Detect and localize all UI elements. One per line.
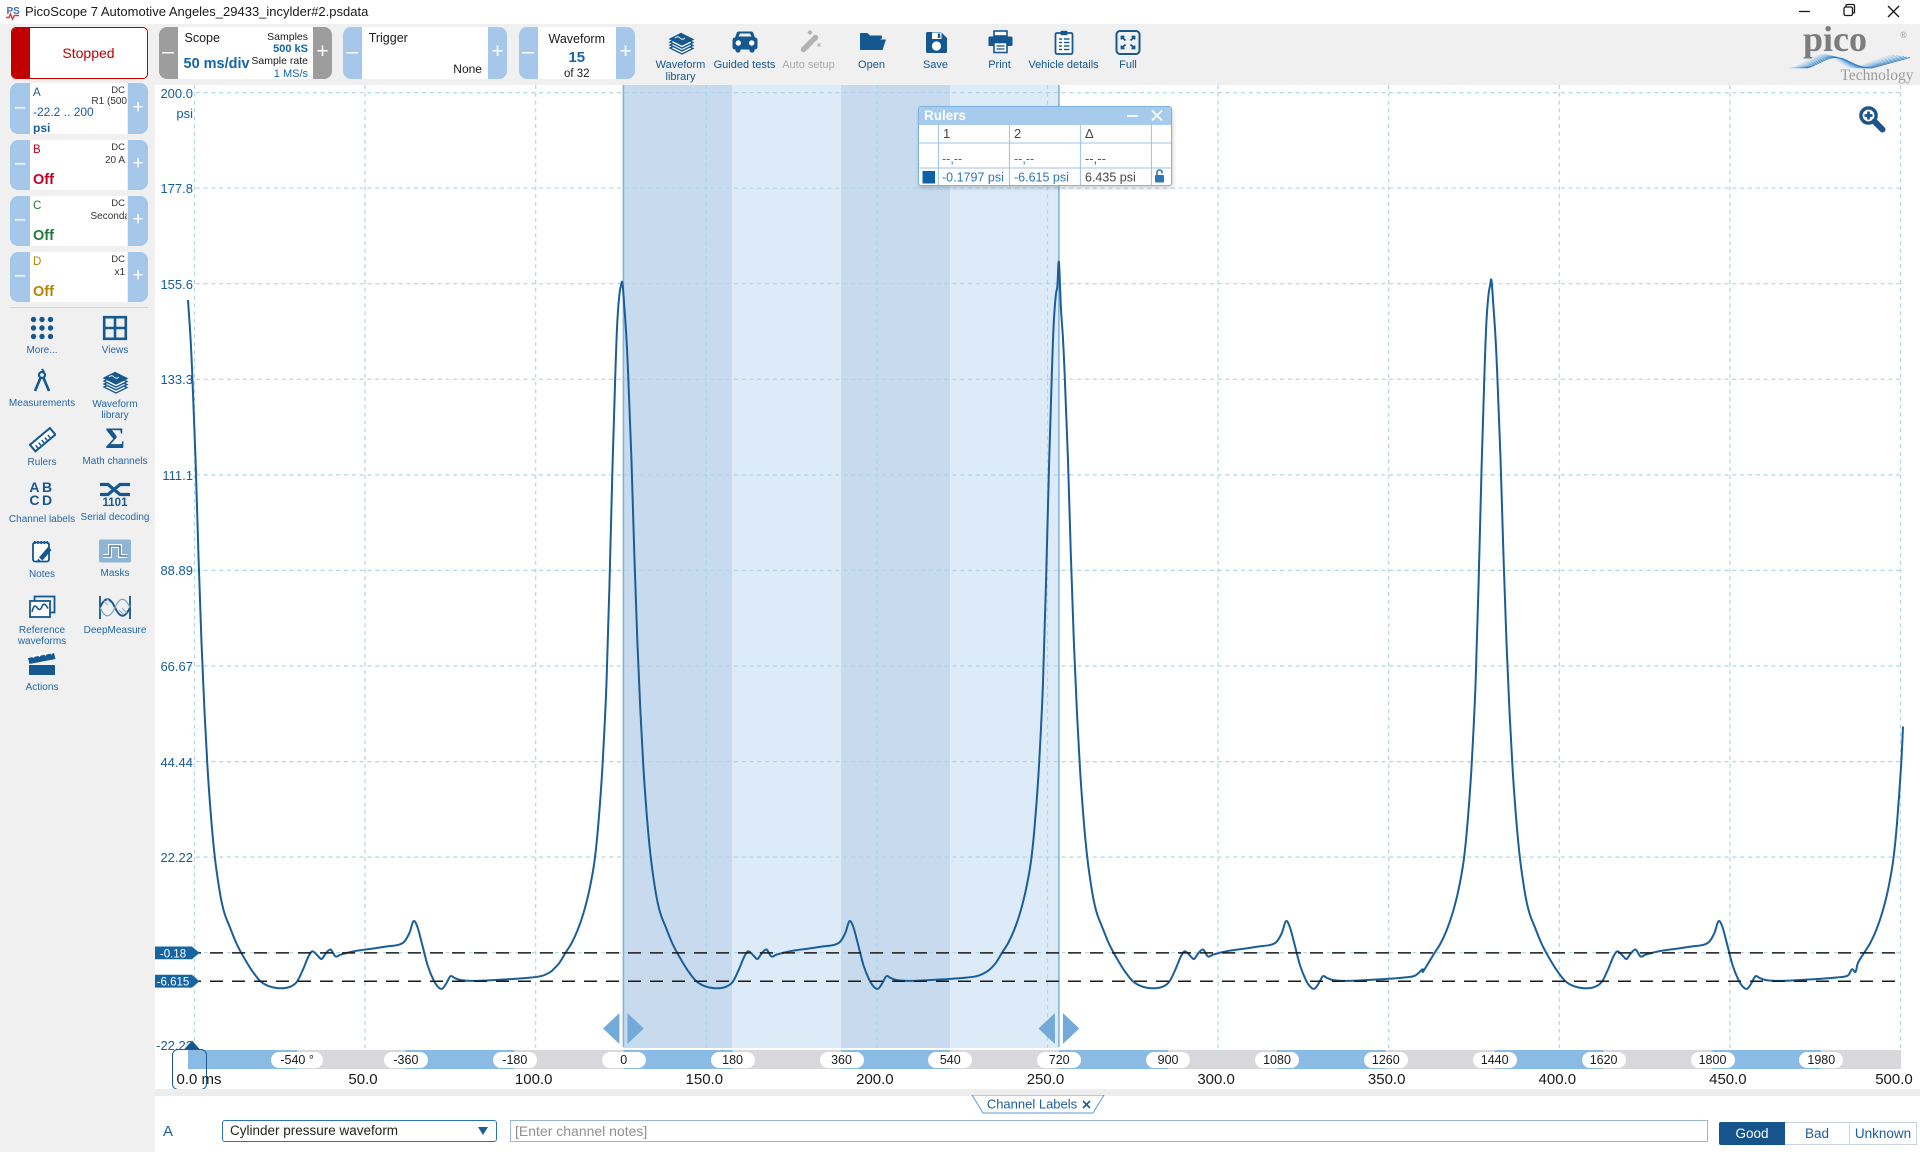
svg-text:-6.615: -6.615 <box>157 977 190 989</box>
svg-text:-0.1797 psi: -0.1797 psi <box>942 170 1004 184</box>
svg-text:1101: 1101 <box>103 497 129 508</box>
svg-text:Technology: Technology <box>1841 67 1914 84</box>
svg-text:®: ® <box>1900 30 1907 40</box>
svg-text:Δ: Δ <box>1085 126 1094 141</box>
svg-text:-0.18: -0.18 <box>160 948 186 960</box>
svg-text:pico: pico <box>1803 26 1867 59</box>
svg-text:1: 1 <box>943 126 950 141</box>
svg-text:--,--: --,-- <box>1014 152 1034 166</box>
svg-text:Channel Labels: Channel Labels <box>987 1097 1078 1112</box>
svg-text:2: 2 <box>1014 126 1021 141</box>
svg-text:6.435 psi: 6.435 psi <box>1085 170 1136 184</box>
svg-text:--,--: --,-- <box>942 152 962 166</box>
svg-text:--,--: --,-- <box>1085 151 1106 166</box>
svg-text:-6.615 psi: -6.615 psi <box>1014 170 1069 184</box>
svg-text:PS: PS <box>7 6 21 17</box>
